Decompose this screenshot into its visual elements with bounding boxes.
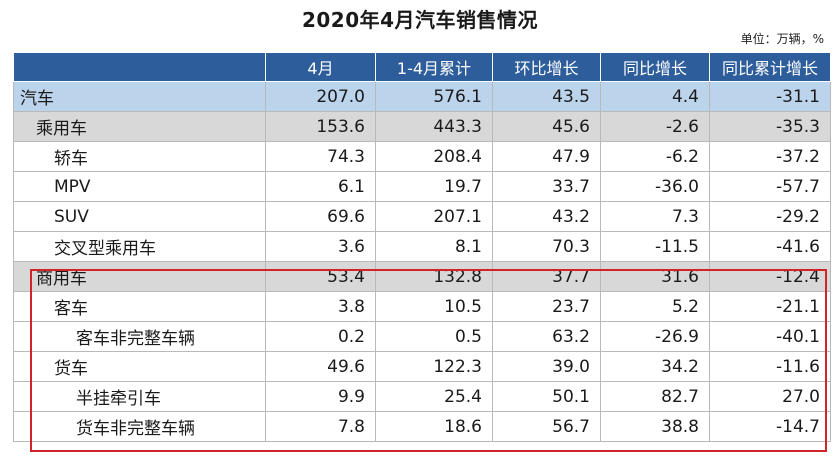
value-cell: 4.4	[600, 81, 710, 112]
table-row: MPV 6.1 19.7 33.7 -36.0 -57.7	[13, 171, 831, 202]
row-label: 客车	[13, 291, 266, 322]
value-cell: -12.4	[709, 261, 831, 292]
value-cell: -14.7	[709, 411, 831, 442]
table-row: 商用车 53.4 132.8 37.7 31.6 -12.4	[13, 261, 831, 292]
row-label: 客车非完整车辆	[13, 321, 266, 352]
value-cell: 153.6	[265, 111, 376, 142]
header-mom-growth: 环比增长	[492, 53, 601, 82]
value-cell: 3.8	[265, 291, 376, 322]
value-cell: 43.2	[492, 201, 601, 232]
value-cell: 27.0	[709, 381, 831, 412]
value-cell: 8.1	[375, 231, 493, 262]
value-cell: 39.0	[492, 351, 601, 382]
header-april: 4月	[265, 53, 376, 82]
row-label: 货车非完整车辆	[13, 411, 266, 442]
table-row: 客车非完整车辆 0.2 0.5 63.2 -26.9 -40.1	[13, 321, 831, 352]
sales-table: 4月 1-4月累计 环比增长 同比增长 同比累计增长 汽车 207.0 576.1 4…	[13, 53, 831, 442]
value-cell: 82.7	[600, 381, 710, 412]
value-cell: 443.3	[375, 111, 493, 142]
value-cell: 43.5	[492, 81, 601, 112]
row-label: 乘用车	[13, 111, 266, 142]
value-cell: 50.1	[492, 381, 601, 412]
row-label: 货车	[13, 351, 266, 382]
value-cell: 63.2	[492, 321, 601, 352]
row-label: 商用车	[13, 261, 266, 292]
value-cell: -11.6	[709, 351, 831, 382]
header-yoy-growth: 同比增长	[600, 53, 710, 82]
table-row: SUV 69.6 207.1 43.2 7.3 -29.2	[13, 201, 831, 232]
value-cell: 18.6	[375, 411, 493, 442]
value-cell: 31.6	[600, 261, 710, 292]
value-cell: 3.6	[265, 231, 376, 262]
value-cell: 0.5	[375, 321, 493, 352]
value-cell: 122.3	[375, 351, 493, 382]
table-header-row: 4月 1-4月累计 环比增长 同比增长 同比累计增长	[13, 53, 831, 82]
value-cell: 9.9	[265, 381, 376, 412]
value-cell: 53.4	[265, 261, 376, 292]
value-cell: -37.2	[709, 141, 831, 172]
value-cell: -6.2	[600, 141, 710, 172]
value-cell: -26.9	[600, 321, 710, 352]
value-cell: 37.7	[492, 261, 601, 292]
row-label: 半挂牵引车	[13, 381, 266, 412]
value-cell: 69.6	[265, 201, 376, 232]
value-cell: 207.1	[375, 201, 493, 232]
value-cell: -41.6	[709, 231, 831, 262]
page-title: 2020年4月汽车销售情况	[301, 8, 539, 32]
value-cell: 45.6	[492, 111, 601, 142]
row-label: SUV	[13, 201, 266, 232]
value-cell: -29.2	[709, 201, 831, 232]
value-cell: 23.7	[492, 291, 601, 322]
value-cell: -11.5	[600, 231, 710, 262]
unit-label: 单位：万辆，%	[740, 32, 824, 46]
value-cell: 25.4	[375, 381, 493, 412]
table-row: 客车 3.8 10.5 23.7 5.2 -21.1	[13, 291, 831, 322]
value-cell: 33.7	[492, 171, 601, 202]
table-row: 货车非完整车辆 7.8 18.6 56.7 38.8 -14.7	[13, 411, 831, 442]
value-cell: -21.1	[709, 291, 831, 322]
value-cell: -35.3	[709, 111, 831, 142]
value-cell: 7.3	[600, 201, 710, 232]
value-cell: 70.3	[492, 231, 601, 262]
header-corner	[13, 53, 266, 82]
table-row: 轿车 74.3 208.4 47.9 -6.2 -37.2	[13, 141, 831, 172]
value-cell: 207.0	[265, 81, 376, 112]
value-cell: 10.5	[375, 291, 493, 322]
value-cell: 0.2	[265, 321, 376, 352]
row-label: 汽车	[13, 81, 266, 112]
row-label: MPV	[13, 171, 266, 202]
value-cell: 47.9	[492, 141, 601, 172]
value-cell: -2.6	[600, 111, 710, 142]
row-label: 交叉型乘用车	[13, 231, 266, 262]
table-row: 乘用车 153.6 443.3 45.6 -2.6 -35.3	[13, 111, 831, 142]
value-cell: 576.1	[375, 81, 493, 112]
value-cell: 74.3	[265, 141, 376, 172]
value-cell: 208.4	[375, 141, 493, 172]
value-cell: 19.7	[375, 171, 493, 202]
row-label: 轿车	[13, 141, 266, 172]
value-cell: 34.2	[600, 351, 710, 382]
header-yoy-cumulative-growth: 同比累计增长	[709, 53, 831, 82]
value-cell: -36.0	[600, 171, 710, 202]
value-cell: 56.7	[492, 411, 601, 442]
table-row: 汽车 207.0 576.1 43.5 4.4 -31.1	[13, 81, 831, 112]
value-cell: 132.8	[375, 261, 493, 292]
header-cumulative: 1-4月累计	[375, 53, 493, 82]
table-row: 半挂牵引车 9.9 25.4 50.1 82.7 27.0	[13, 381, 831, 412]
value-cell: -57.7	[709, 171, 831, 202]
table-row: 交叉型乘用车 3.6 8.1 70.3 -11.5 -41.6	[13, 231, 831, 262]
value-cell: 38.8	[600, 411, 710, 442]
value-cell: 7.8	[265, 411, 376, 442]
value-cell: -40.1	[709, 321, 831, 352]
value-cell: 5.2	[600, 291, 710, 322]
value-cell: 49.6	[265, 351, 376, 382]
value-cell: 6.1	[265, 171, 376, 202]
table-row: 货车 49.6 122.3 39.0 34.2 -11.6	[13, 351, 831, 382]
value-cell: -31.1	[709, 81, 831, 112]
